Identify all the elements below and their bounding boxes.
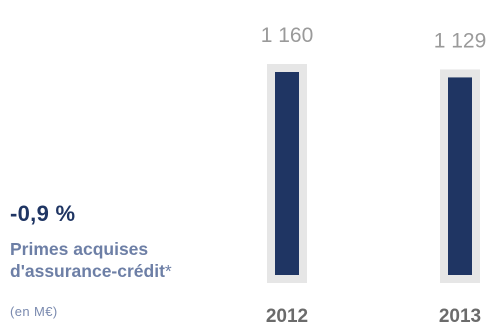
category-label-2013: 2013	[439, 306, 481, 327]
category-label-2012: 2012	[266, 306, 308, 327]
bar-2013	[448, 77, 472, 275]
metric-title: Primes acquises d'assurance-crédit*	[10, 238, 172, 282]
change-percentage: -0,9 %	[10, 201, 76, 226]
value-label-2012: 1 160	[261, 24, 314, 47]
bar-2012	[275, 72, 299, 275]
metric-title-line-1: Primes acquises	[10, 239, 149, 259]
unit-label: (en M€)	[10, 304, 58, 319]
footnote-asterisk: *	[164, 261, 172, 281]
value-label-2013: 1 129	[434, 29, 487, 52]
metric-title-line-2: d'assurance-crédit*	[10, 260, 172, 282]
metric-title-line-2-text: d'assurance-crédit	[10, 261, 165, 281]
